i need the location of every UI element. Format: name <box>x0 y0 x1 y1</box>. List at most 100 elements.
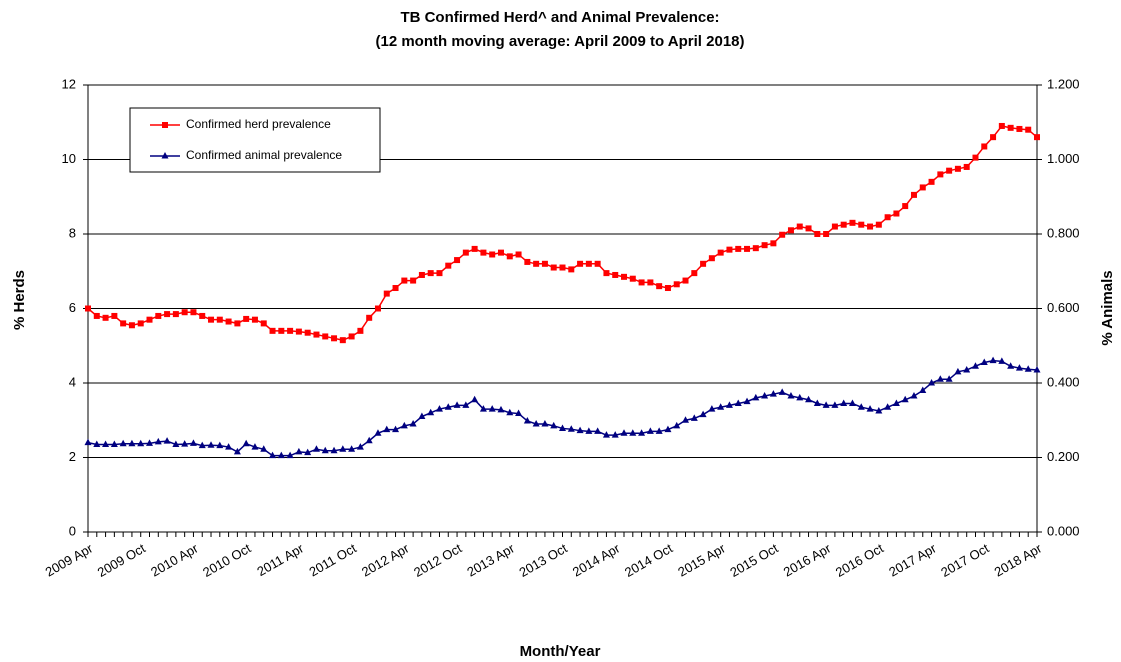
point <box>990 134 997 141</box>
point <box>199 312 206 319</box>
point <box>559 264 566 271</box>
point <box>321 446 329 454</box>
point <box>120 320 127 327</box>
y-tick-label: 10 <box>62 151 76 166</box>
point <box>937 171 944 178</box>
point <box>585 260 592 267</box>
point <box>840 399 848 406</box>
point <box>849 219 856 226</box>
point <box>454 257 461 264</box>
point <box>867 223 874 230</box>
point <box>567 425 575 432</box>
point <box>216 441 224 449</box>
point <box>1025 126 1032 133</box>
point <box>164 311 171 318</box>
point <box>489 251 496 258</box>
point <box>331 335 338 342</box>
point <box>638 429 646 436</box>
point <box>769 390 777 397</box>
point <box>181 440 189 447</box>
x-tick-label: 2013 Apr <box>464 540 517 579</box>
y2-tick-label: 0.600 <box>1047 300 1080 315</box>
point <box>208 316 215 323</box>
legend-marker <box>161 152 169 159</box>
point <box>620 429 628 436</box>
point <box>445 262 452 269</box>
y2-tick-label: 0.800 <box>1047 225 1080 240</box>
point <box>462 401 470 408</box>
point <box>787 227 794 234</box>
y2-tick-label: 0.000 <box>1047 523 1080 538</box>
point <box>339 445 347 452</box>
point <box>691 270 698 277</box>
point <box>682 277 689 284</box>
point <box>427 270 434 277</box>
point <box>172 311 179 318</box>
x-tick-label: 2009 Apr <box>43 540 96 579</box>
legend-label: Confirmed herd prevalence <box>186 117 331 131</box>
point <box>866 405 874 412</box>
point <box>374 305 381 312</box>
point <box>972 154 979 161</box>
y-tick-label: 2 <box>69 449 76 464</box>
point <box>690 414 698 421</box>
point <box>444 403 452 410</box>
y2-axis-title: % Animals <box>1099 270 1116 345</box>
x-axis-title: Month/Year <box>520 643 601 660</box>
point <box>629 429 637 436</box>
point <box>383 425 391 433</box>
point <box>602 431 610 438</box>
point <box>146 316 153 323</box>
point <box>638 279 645 286</box>
point <box>418 412 426 420</box>
point <box>831 223 838 230</box>
y-axis-title: % Herds <box>11 270 28 330</box>
point <box>700 260 707 267</box>
point <box>901 395 909 403</box>
x-tick-label: 2010 Apr <box>148 540 201 579</box>
point <box>910 191 917 198</box>
point <box>356 443 364 450</box>
point <box>216 316 223 323</box>
point <box>295 447 303 455</box>
point <box>884 214 891 221</box>
point <box>524 258 531 265</box>
point <box>1016 125 1023 132</box>
point <box>963 365 971 373</box>
x-tick-label: 2016 Oct <box>833 540 887 580</box>
x-tick-label: 2014 Oct <box>622 540 676 580</box>
y2-tick-label: 0.200 <box>1047 449 1080 464</box>
point <box>954 367 962 375</box>
point <box>875 221 882 228</box>
point <box>225 318 232 325</box>
point <box>295 328 302 335</box>
point <box>330 446 338 454</box>
point <box>980 358 988 366</box>
legend-label: Confirmed animal prevalence <box>186 148 342 162</box>
point <box>242 439 250 447</box>
point <box>401 277 408 284</box>
point <box>611 431 619 438</box>
legend-box <box>129 107 381 173</box>
point <box>699 410 707 418</box>
point <box>374 429 382 436</box>
point <box>629 275 636 282</box>
point <box>857 403 865 410</box>
point <box>954 165 961 172</box>
point <box>541 419 549 427</box>
x-tick-label: 2017 Apr <box>886 540 939 579</box>
point <box>981 143 988 150</box>
point <box>1007 124 1014 131</box>
point <box>576 426 584 434</box>
point <box>673 281 680 288</box>
y-tick-label: 6 <box>69 300 76 315</box>
x-tick-label: 2010 Oct <box>200 540 254 580</box>
point <box>646 427 654 434</box>
point <box>805 395 813 403</box>
point <box>875 406 883 414</box>
point <box>84 438 92 446</box>
x-tick-label: 2012 Oct <box>411 540 465 580</box>
point <box>717 249 724 256</box>
x-tick-label: 2015 Apr <box>675 540 728 579</box>
